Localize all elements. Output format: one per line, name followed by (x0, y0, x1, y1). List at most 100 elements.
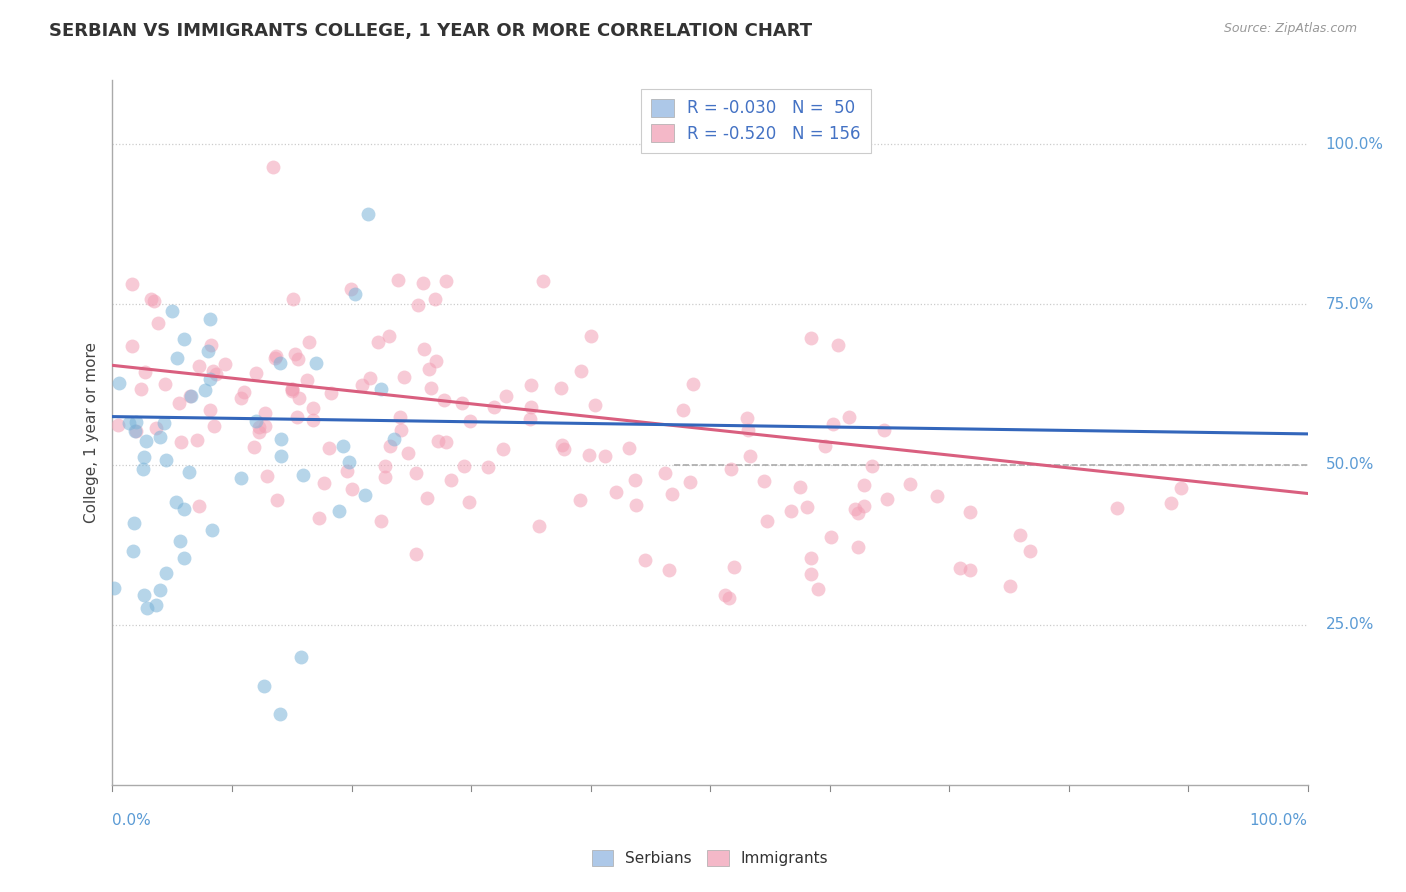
Point (357, 207, 380, 221)
Point (352, 378, 374, 392)
Point (337, 455, 360, 469)
Point (844, 502, 866, 516)
Point (263, 351, 285, 365)
Point (266, 349, 288, 363)
Point (256, 469, 278, 483)
Point (382, 432, 405, 446)
Point (661, 487, 683, 501)
Point (579, 328, 602, 343)
Point (177, 465, 200, 479)
Point (253, 418, 276, 433)
Point (266, 493, 288, 508)
Point (520, 401, 543, 415)
Point (353, 488, 375, 502)
Point (720, 462, 742, 476)
Point (387, 273, 409, 287)
Point (419, 381, 441, 395)
Point (519, 412, 541, 426)
Point (495, 389, 517, 403)
Point (169, 533, 191, 548)
Point (134, 450, 156, 464)
Point (188, 359, 211, 373)
Point (433, 392, 456, 407)
Point (1160, 496, 1182, 510)
Point (129, 382, 152, 396)
Point (550, 380, 572, 394)
Point (247, 420, 270, 434)
Point (853, 499, 876, 513)
Point (723, 559, 745, 574)
Point (155, 566, 177, 580)
Point (529, 519, 551, 533)
Point (301, 413, 323, 427)
Point (107, 376, 129, 390)
Point (740, 450, 762, 464)
Point (262, 161, 284, 175)
Point (205, 367, 228, 381)
Point (200, 372, 222, 386)
Point (378, 439, 401, 453)
Point (165, 495, 187, 509)
Point (173, 332, 195, 346)
Point (103, 581, 125, 595)
Point (179, 389, 201, 403)
Point (173, 551, 195, 566)
Point (682, 376, 704, 391)
Point (186, 433, 208, 447)
Point (200, 337, 222, 351)
Point (287, 409, 309, 424)
Point (852, 477, 875, 491)
Text: SERBIAN VS IMMIGRANTS COLLEGE, 1 YEAR OR MORE CORRELATION CHART: SERBIAN VS IMMIGRANTS COLLEGE, 1 YEAR OR… (49, 22, 813, 40)
Point (413, 342, 436, 356)
Point (202, 364, 225, 378)
Point (827, 337, 849, 351)
Point (425, 354, 447, 368)
Point (998, 579, 1021, 593)
Point (245, 367, 267, 381)
Point (162, 304, 184, 318)
Point (405, 466, 427, 480)
Point (336, 464, 359, 478)
Point (187, 499, 209, 513)
Point (491, 442, 513, 456)
Point (484, 400, 506, 414)
Point (453, 459, 475, 474)
Point (139, 292, 162, 306)
Point (959, 505, 981, 519)
Point (155, 453, 177, 467)
Point (170, 434, 193, 449)
Point (735, 410, 758, 425)
Point (149, 430, 172, 444)
Point (229, 391, 252, 405)
Point (321, 386, 343, 401)
Point (412, 276, 434, 290)
Point (136, 601, 159, 615)
Point (124, 424, 146, 438)
Point (302, 401, 325, 415)
Point (848, 506, 870, 520)
Point (755, 514, 778, 528)
Point (180, 388, 202, 402)
Point (305, 356, 328, 370)
Point (198, 403, 221, 417)
Point (243, 440, 266, 454)
Point (533, 274, 555, 288)
Point (838, 409, 860, 424)
Point (374, 470, 396, 484)
Point (396, 446, 419, 460)
Point (269, 706, 291, 721)
Point (308, 511, 330, 525)
Point (425, 293, 447, 307)
Point (624, 499, 647, 513)
Point (1018, 543, 1040, 558)
Point (457, 494, 479, 508)
Point (619, 442, 641, 456)
Point (876, 492, 898, 507)
Point (134, 365, 156, 379)
Text: 0.0%: 0.0% (112, 814, 152, 828)
Point (359, 371, 381, 385)
Point (198, 312, 221, 326)
Point (283, 292, 305, 306)
Point (578, 448, 600, 462)
Point (340, 483, 363, 497)
